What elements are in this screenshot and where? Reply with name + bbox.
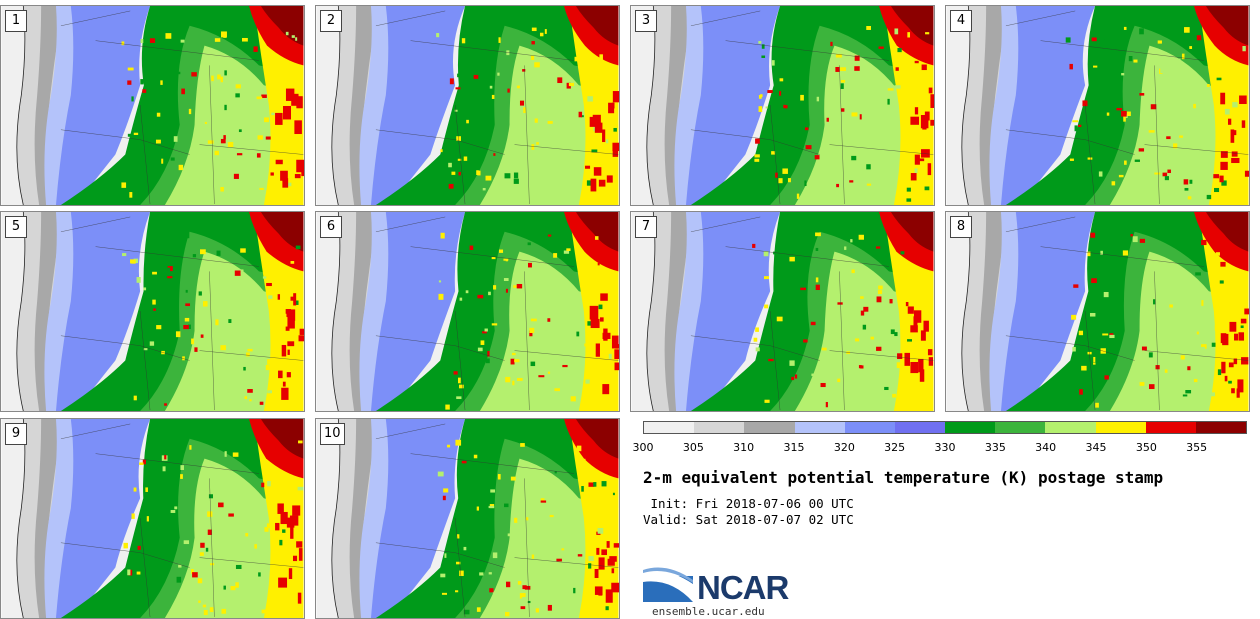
member-number-label: 4 [950,10,972,32]
member-number-label: 6 [320,216,342,238]
postage-stamp-panel-9: 9 [0,418,305,619]
temperature-map [631,6,934,205]
colorbar-tick-label: 350 [1135,441,1157,454]
ncar-logo-icon [643,567,693,602]
figure-title: 2-m equivalent potential temperature (K)… [643,468,1164,487]
colorbar-segment [945,422,996,433]
postage-stamp-panel-4: 4 [945,5,1250,206]
temperature-map [316,212,619,411]
colorbar-tick-label: 340 [1035,441,1057,454]
postage-stamp-panel-10: 10 [315,418,620,619]
colorbar-tick-label: 335 [984,441,1006,454]
member-number-label: 7 [635,216,657,238]
logo-wordmark: NCAR [697,569,789,606]
colorbar-segment [1145,422,1196,433]
valid-time: Valid: Sat 2018-07-07 02 UTC [643,512,854,527]
colorbar-tick-label: 345 [1085,441,1107,454]
colorbar-segment [744,422,795,433]
temperature-map [1,419,304,618]
colorbar-segment [1045,422,1096,433]
temperature-map [316,6,619,205]
member-number-label: 5 [5,216,27,238]
postage-stamp-panel-7: 7 [630,211,935,412]
colorbar-tick-label: 355 [1186,441,1208,454]
colorbar-tick-label: 305 [682,441,704,454]
member-number-label: 9 [5,423,27,445]
postage-stamp-panel-6: 6 [315,211,620,412]
colorbar-tick-label: 310 [733,441,755,454]
temperature-map [1,212,304,411]
member-number-label: 1 [5,10,27,32]
colorbar-tick-label: 315 [783,441,805,454]
colorbar-tick-label: 325 [884,441,906,454]
temperature-map [1,6,304,205]
temperature-map [631,212,934,411]
colorbar-tick-label: 320 [833,441,855,454]
colorbar-segment [644,422,695,433]
member-number-label: 3 [635,10,657,32]
colorbar-segment [844,422,895,433]
colorbar-segment [1195,422,1247,433]
logo-url: ensemble.ucar.edu [652,605,765,618]
temperature-map [946,212,1249,411]
postage-stamp-panel-1: 1 [0,5,305,206]
temperature-map [316,419,619,618]
colorbar-segment [694,422,745,433]
colorbar [643,421,1247,434]
colorbar-tick-labels: 300 305 310 315 320 325 330 335 340 345 350 355 [633,441,1247,457]
colorbar-tick-label: 300 [632,441,654,454]
colorbar-segment [1095,422,1146,433]
colorbar-segment [894,422,946,433]
colorbar-segment [995,422,1046,433]
postage-stamp-panel-5: 5 [0,211,305,412]
member-number-label: 2 [320,10,342,32]
postage-stamp-panel-8: 8 [945,211,1250,412]
init-time: Init: Fri 2018-07-06 00 UTC [643,496,854,511]
member-number-label: 10 [320,423,345,445]
postage-stamp-panel-2: 2 [315,5,620,206]
postage-stamp-panel-3: 3 [630,5,935,206]
temperature-map [946,6,1249,205]
member-number-label: 8 [950,216,972,238]
colorbar-tick-label: 330 [934,441,956,454]
colorbar-segment [794,422,845,433]
